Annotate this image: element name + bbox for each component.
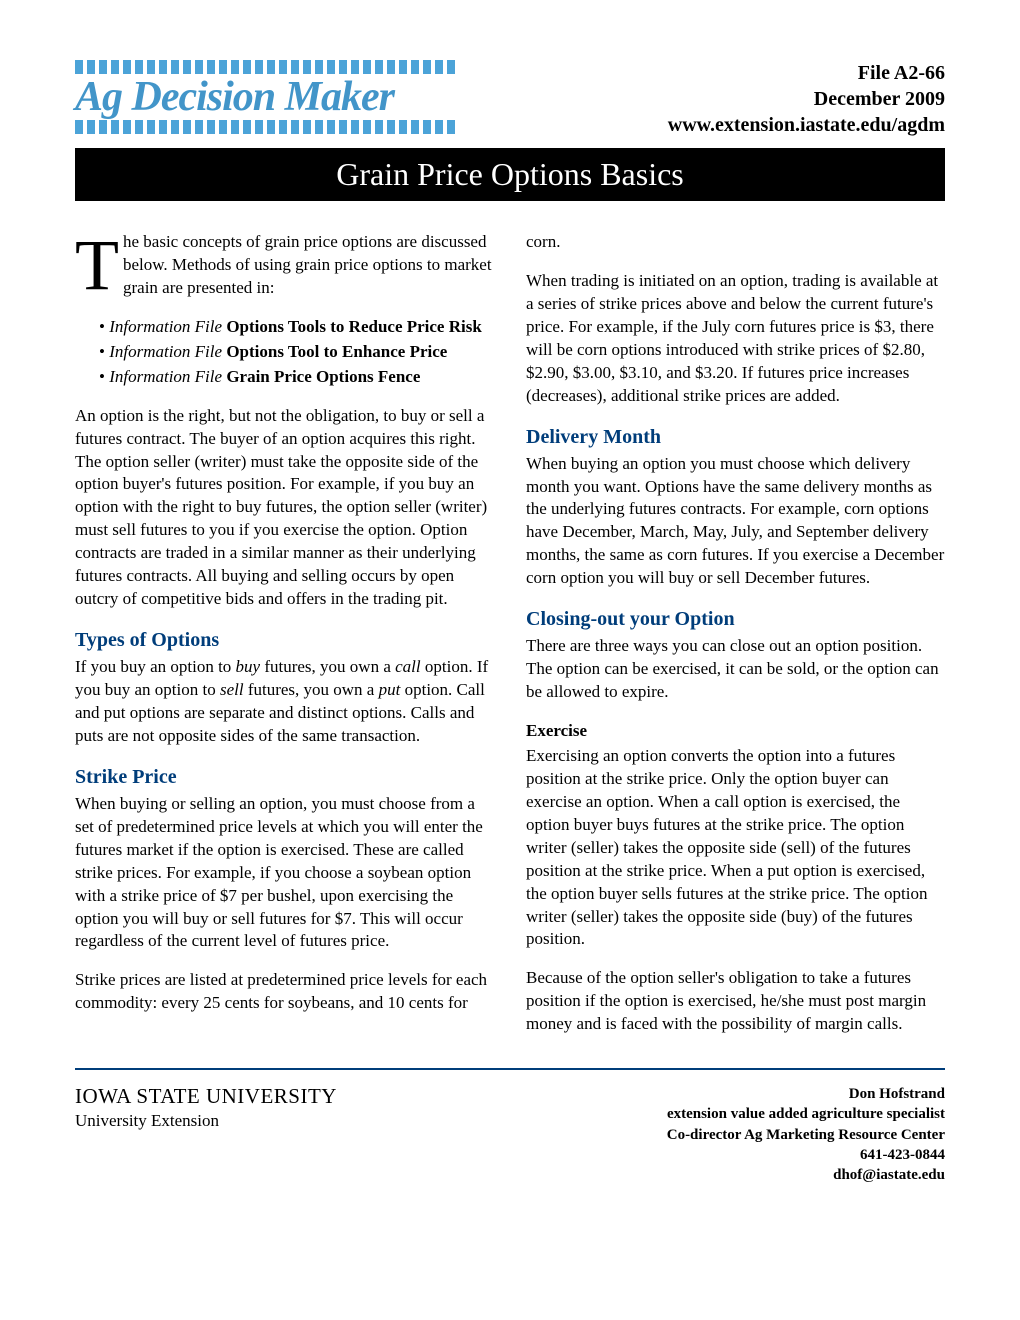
logo-text: Ag Decision Maker [75, 76, 455, 118]
footer-institution: IOWA STATE UNIVERSITY University Extensi… [75, 1084, 337, 1131]
file-info: File A2-66 December 2009 www.extension.i… [668, 60, 945, 138]
list-item: • Information File Options Tool to Enhan… [99, 341, 494, 364]
info-file-name: Options Tool to Enhance Price [226, 342, 447, 361]
info-file-prefix: Information File [109, 367, 222, 386]
footer: IOWA STATE UNIVERSITY University Extensi… [75, 1068, 945, 1185]
logo-border-bottom [75, 120, 455, 134]
footer-extension: University Extension [75, 1111, 337, 1131]
closing-para: There are three ways you can close out a… [526, 635, 945, 704]
intro-paragraph: The basic concepts of grain price option… [75, 231, 494, 300]
file-id: File A2-66 [668, 60, 945, 86]
footer-author-block: Don Hofstrand extension value added agri… [667, 1084, 945, 1185]
strike-para-3: When trading is initiated on an option, … [526, 270, 945, 408]
footer-university: IOWA STATE UNIVERSITY [75, 1084, 337, 1109]
header: Ag Decision Maker File A2-66 December 20… [75, 60, 945, 138]
types-heading: Types of Options [75, 627, 494, 654]
delivery-para: When buying an option you must choose wh… [526, 453, 945, 591]
intro-text: he basic concepts of grain price options… [123, 232, 492, 297]
list-item: • Information File Options Tools to Redu… [99, 316, 494, 339]
delivery-heading: Delivery Month [526, 424, 945, 451]
footer-title2: Co-director Ag Marketing Resource Center [667, 1125, 945, 1145]
option-definition-para: An option is the right, but not the obli… [75, 405, 494, 611]
page-title: Grain Price Options Basics [75, 148, 945, 201]
types-para: If you buy an option to buy futures, you… [75, 656, 494, 748]
info-file-name: Grain Price Options Fence [226, 367, 420, 386]
footer-author: Don Hofstrand [667, 1084, 945, 1104]
footer-email: dhof@iastate.edu [667, 1165, 945, 1185]
exercise-heading: Exercise [526, 720, 945, 743]
exercise-para-1: Exercising an option converts the option… [526, 745, 945, 951]
footer-phone: 641-423-0844 [667, 1145, 945, 1165]
logo-block: Ag Decision Maker [75, 60, 455, 134]
exercise-para-2: Because of the option seller's obligatio… [526, 967, 945, 1036]
info-file-list: • Information File Options Tools to Redu… [99, 316, 494, 389]
list-item: • Information File Grain Price Options F… [99, 366, 494, 389]
logo-border-top [75, 60, 455, 74]
strike-heading: Strike Price [75, 764, 494, 791]
drop-cap: T [75, 231, 123, 296]
info-file-prefix: Information File [109, 342, 222, 361]
strike-para-1: When buying or selling an option, you mu… [75, 793, 494, 954]
footer-role: extension value added agriculture specia… [667, 1104, 945, 1124]
file-url: www.extension.iastate.edu/agdm [668, 112, 945, 138]
info-file-prefix: Information File [109, 317, 222, 336]
content-body: The basic concepts of grain price option… [75, 231, 945, 1036]
info-file-name: Options Tools to Reduce Price Risk [226, 317, 482, 336]
closing-heading: Closing-out your Option [526, 606, 945, 633]
file-date: December 2009 [668, 86, 945, 112]
